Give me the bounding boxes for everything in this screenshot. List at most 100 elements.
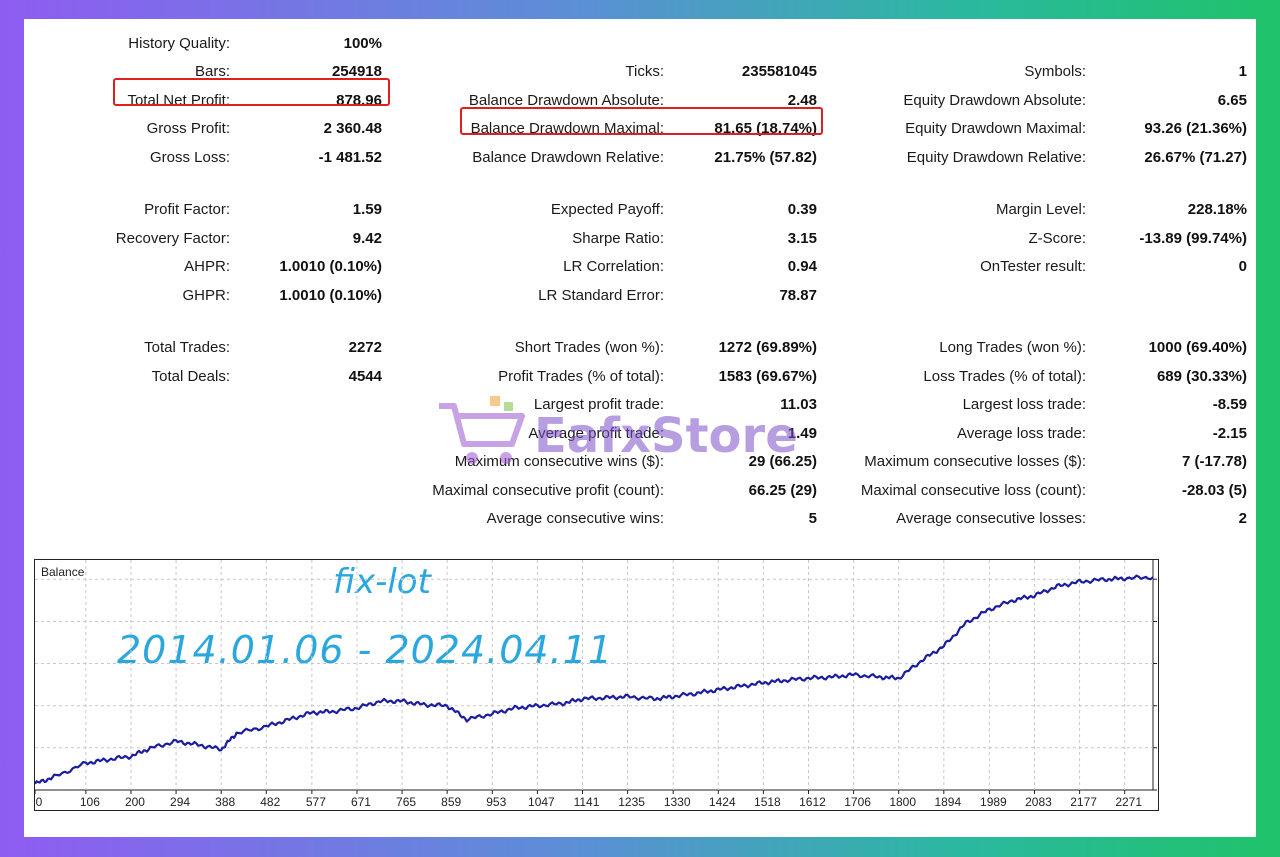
stat-value-margin-level: 228.18% xyxy=(1187,201,1247,218)
stat-label-ontester: OnTester result: xyxy=(980,258,1086,275)
stat-label-ghpr: GHPR: xyxy=(182,287,230,304)
stat-value-short-trades: 1272 (69.89%) xyxy=(718,339,817,356)
stat-label-max-consec-losses: Maximum consecutive losses ($): xyxy=(864,453,1086,470)
stat-value-average-profit: 1.49 xyxy=(787,425,817,442)
stat-value-equity-dd-abs: 6.65 xyxy=(1217,92,1247,109)
stat-label-bars: Bars: xyxy=(194,63,230,80)
stat-label-short-trades: Short Trades (won %): xyxy=(514,339,664,356)
stat-value-ahpr: 1.0010 (0.10%) xyxy=(279,258,382,275)
stat-label-avg-consec-losses: Average consecutive losses: xyxy=(896,510,1086,527)
stat-label-maximal-consec-profit: Maximal consecutive profit (count): xyxy=(432,482,664,499)
balance-chart: Balance fix-lot 2014.01.06 - 2024.04.11 … xyxy=(34,559,1159,811)
highlight-balance-drawdown-maximal xyxy=(460,107,823,135)
stat-label-ticks: Ticks: xyxy=(625,63,664,80)
stat-label-symbols: Symbols: xyxy=(1024,63,1086,80)
stat-label-profit-factor: Profit Factor: xyxy=(144,201,230,218)
stat-label-largest-profit: Largest profit trade: xyxy=(533,396,664,413)
stat-label-gross-profit: Gross Profit: xyxy=(146,120,230,137)
stat-label-total-deals: Total Deals: xyxy=(151,368,230,385)
stat-label-balance-dd-rel: Balance Drawdown Relative: xyxy=(472,149,664,166)
stat-value-profit-factor: 1.59 xyxy=(352,201,382,218)
x-tick-label: 1612 xyxy=(799,795,826,809)
stat-label-recovery-factor: Recovery Factor: xyxy=(115,230,230,247)
stat-label-margin-level: Margin Level: xyxy=(995,201,1086,218)
stat-label-avg-consec-wins: Average consecutive wins: xyxy=(486,510,664,527)
date-range-annotation: 2014.01.06 - 2024.04.11 xyxy=(117,628,614,672)
balance-series-line xyxy=(35,574,1154,785)
stat-value-max-consec-wins: 29 (66.25) xyxy=(748,453,817,470)
x-tick-label: 1047 xyxy=(528,795,555,809)
stat-value-ticks: 235581045 xyxy=(741,63,817,80)
stat-value-equity-dd-rel: 26.67% (71.27) xyxy=(1144,149,1247,166)
stat-value-symbols: 1 xyxy=(1238,63,1247,80)
stat-value-total-trades: 2272 xyxy=(348,339,382,356)
x-tick-label: 1894 xyxy=(934,795,961,809)
x-tick-label: 1141 xyxy=(574,795,600,809)
stat-value-long-trades: 1000 (69.40%) xyxy=(1148,339,1247,356)
watermark-text: EafxStore xyxy=(534,408,798,464)
stat-value-avg-consec-losses: 2 xyxy=(1238,510,1247,527)
stat-label-lr-standard-error: LR Standard Error: xyxy=(538,287,664,304)
x-tick-label: 1235 xyxy=(618,795,645,809)
chart-canvas: 0 106 200 294 388 482 577 671 765 859 953 1047 1141 1… xyxy=(35,560,1157,809)
stat-label-history-quality: History Quality: xyxy=(128,35,230,52)
stat-value-largest-loss: -8.59 xyxy=(1212,396,1247,413)
stat-value-average-loss: -2.15 xyxy=(1212,425,1247,442)
stat-value-maximal-consec-loss: -28.03 (5) xyxy=(1181,482,1247,499)
x-tick-label: 1518 xyxy=(754,795,781,809)
stat-label-profit-trades: Profit Trades (% of total): xyxy=(498,368,664,385)
stat-value-gross-profit: 2 360.48 xyxy=(323,120,382,137)
stat-value-history-quality: 100% xyxy=(343,35,382,52)
x-tick-label: 200 xyxy=(125,795,145,809)
stat-value-balance-dd-abs: 2.48 xyxy=(787,92,817,109)
stat-label-loss-trades: Loss Trades (% of total): xyxy=(923,368,1086,385)
stat-label-z-score: Z-Score: xyxy=(1028,230,1086,247)
x-tick-label: 1989 xyxy=(980,795,1007,809)
x-tick-label: 765 xyxy=(396,795,416,809)
shopping-cart-icon xyxy=(439,396,525,464)
stat-value-lr-standard-error: 78.87 xyxy=(779,287,817,304)
stat-label-equity-dd-abs: Equity Drawdown Absolute: xyxy=(903,92,1086,109)
stat-value-ontester: 0 xyxy=(1238,258,1247,275)
stat-value-sharpe-ratio: 3.15 xyxy=(787,230,817,247)
chart-title: Balance xyxy=(41,565,85,579)
x-tick-label: 1330 xyxy=(664,795,691,809)
x-tick-label: 294 xyxy=(170,795,190,809)
stat-value-ghpr: 1.0010 (0.10%) xyxy=(279,287,382,304)
stat-value-bars: 254918 xyxy=(331,63,382,80)
stat-value-z-score: -13.89 (99.74%) xyxy=(1139,230,1247,247)
stat-label-balance-dd-max: Balance Drawdown Maximal: xyxy=(470,120,664,137)
strategy-tester-report: History Quality: 100% Bars: 254918 Total Net… xyxy=(24,19,1256,837)
stat-label-average-profit: Average profit trade: xyxy=(528,425,664,442)
watermark-logo: EafxStore xyxy=(439,396,798,464)
stat-value-balance-dd-rel: 21.75% (57.82) xyxy=(714,149,817,166)
stat-value-loss-trades: 689 (30.33%) xyxy=(1156,368,1247,385)
stat-label-equity-dd-max: Equity Drawdown Maximal: xyxy=(905,120,1086,137)
stat-value-maximal-consec-profit: 66.25 (29) xyxy=(748,482,817,499)
stat-value-avg-consec-wins: 5 xyxy=(808,510,817,527)
x-tick-label: 2177 xyxy=(1070,795,1097,809)
x-tick-label: 671 xyxy=(351,795,371,809)
stat-label-sharpe-ratio: Sharpe Ratio: xyxy=(572,230,664,247)
x-tick-label: 1706 xyxy=(844,795,871,809)
stat-label-total-trades: Total Trades: xyxy=(144,339,230,356)
stat-label-gross-loss: Gross Loss: xyxy=(149,149,230,166)
x-tick-label: 2083 xyxy=(1025,795,1052,809)
stat-value-total-deals: 4544 xyxy=(348,368,382,385)
highlight-total-net-profit xyxy=(113,78,390,106)
stat-label-maximal-consec-loss: Maximal consecutive loss (count): xyxy=(860,482,1086,499)
x-tick-label: 859 xyxy=(441,795,461,809)
stat-label-largest-loss: Largest loss trade: xyxy=(962,396,1086,413)
x-tick-label: 577 xyxy=(306,795,326,809)
stat-label-ahpr: AHPR: xyxy=(184,258,230,275)
stat-value-largest-profit: 11.03 xyxy=(780,396,817,413)
stat-label-average-loss: Average loss trade: xyxy=(957,425,1086,442)
stat-label-equity-dd-rel: Equity Drawdown Relative: xyxy=(906,149,1086,166)
stat-value-profit-trades: 1583 (69.67%) xyxy=(718,368,817,385)
stat-value-balance-dd-max: 81.65 (18.74%) xyxy=(714,120,817,137)
x-tick-label: 2271 xyxy=(1115,795,1142,809)
x-tick-label: 1424 xyxy=(709,795,736,809)
stat-value-equity-dd-max: 93.26 (21.36%) xyxy=(1144,120,1247,137)
x-tick-label: 0 xyxy=(36,795,43,809)
stat-value-max-consec-losses: 7 (-17.78) xyxy=(1181,453,1247,470)
